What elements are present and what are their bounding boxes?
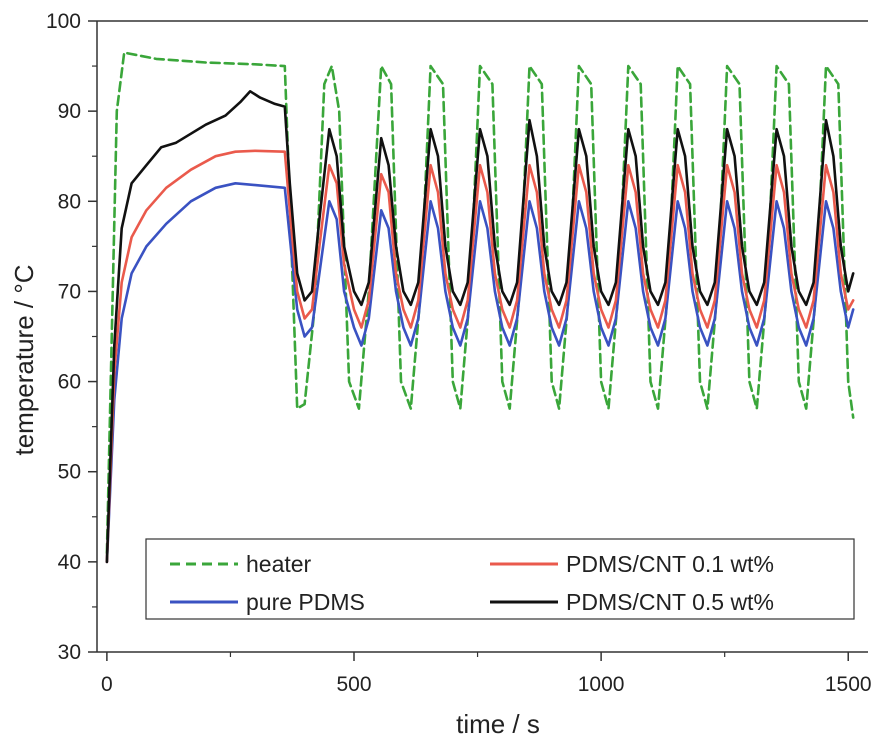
y-tick-label: 60 bbox=[58, 371, 81, 394]
series-layer bbox=[105, 51, 855, 564]
y-tick-label: 30 bbox=[58, 641, 81, 664]
legend: heater pure PDMS PDMS/CNT 0.1 wt% PDMS/C… bbox=[145, 538, 855, 620]
y-tick-label: 80 bbox=[58, 190, 81, 213]
series-line-heater bbox=[105, 51, 855, 555]
x-tick-label: 500 bbox=[336, 673, 371, 696]
legend-item-pdms-cnt-0-5: PDMS/CNT 0.5 wt% bbox=[490, 589, 774, 615]
legend-item-pure-pdms: pure PDMS bbox=[170, 589, 365, 615]
legend-label-pure-pdms: pure PDMS bbox=[246, 589, 365, 615]
legend-label-heater: heater bbox=[246, 551, 312, 577]
x-tick-label: 0 bbox=[101, 673, 113, 696]
y-tick-label: 100 bbox=[46, 10, 81, 33]
legend-box bbox=[145, 538, 855, 620]
ticks-layer: 0 500 1000 1500 30 40 50 60 70 80 90 100 bbox=[46, 10, 872, 696]
y-tick-label: 50 bbox=[58, 461, 81, 484]
y-tick-label: 90 bbox=[58, 100, 81, 123]
legend-label-pdms-cnt-0-1: PDMS/CNT 0.1 wt% bbox=[566, 551, 774, 577]
x-axis-title: time / s bbox=[456, 709, 540, 739]
y-tick-label: 40 bbox=[58, 551, 81, 574]
y-axis-title: temperature / °C bbox=[9, 264, 39, 455]
x-tick-label: 1000 bbox=[578, 673, 625, 696]
legend-item-heater: heater bbox=[170, 551, 312, 577]
series-line-pure-pdms bbox=[105, 182, 855, 564]
legend-label-pdms-cnt-0-5: PDMS/CNT 0.5 wt% bbox=[566, 589, 774, 615]
x-tick-label: 1500 bbox=[825, 673, 872, 696]
legend-item-pdms-cnt-0-1: PDMS/CNT 0.1 wt% bbox=[490, 551, 774, 577]
y-tick-label: 70 bbox=[58, 280, 81, 303]
series-line-pdms-cnt-0-1-wt bbox=[105, 149, 855, 564]
series-line-pdms-cnt-0-5-wt bbox=[105, 90, 855, 564]
